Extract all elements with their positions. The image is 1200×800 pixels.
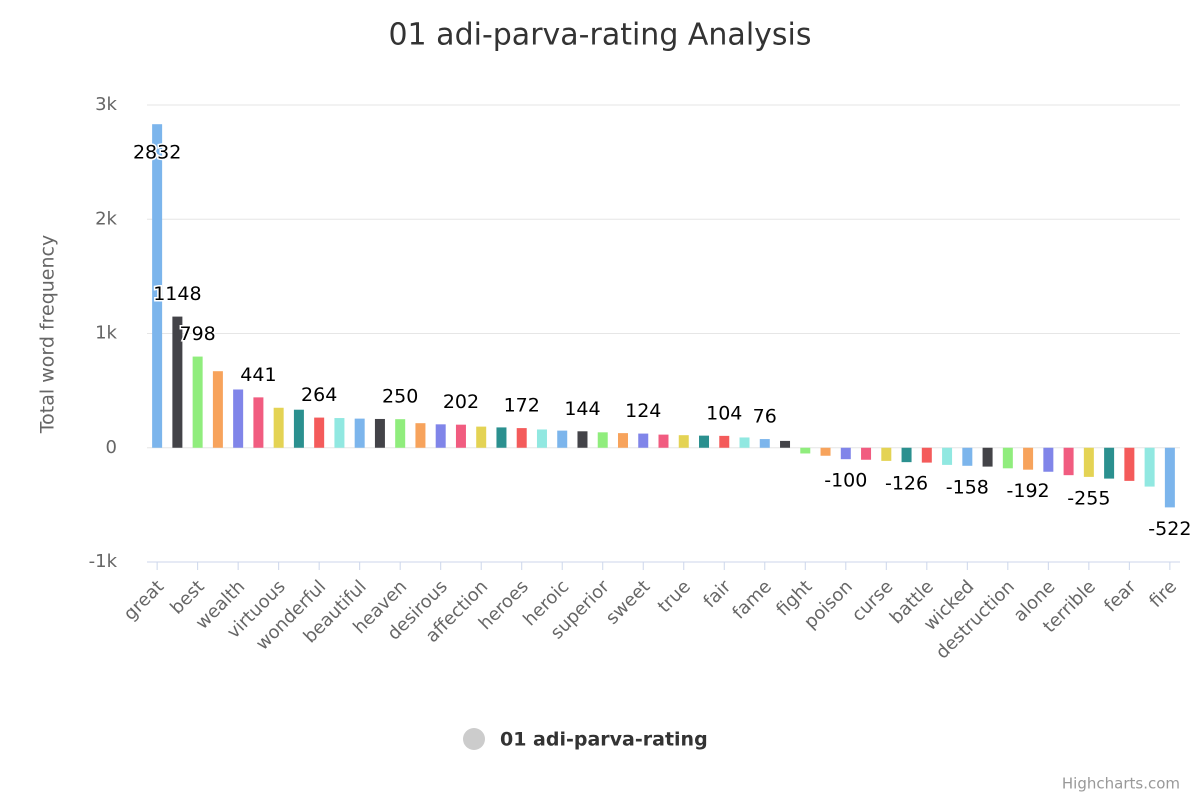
x-tick-label: fire (1145, 576, 1181, 612)
bar (212, 371, 223, 448)
x-tick-label: fame (728, 576, 775, 623)
bar (800, 447, 811, 454)
bar (1144, 447, 1155, 487)
bar (638, 433, 649, 448)
bar (840, 447, 851, 460)
data-label: -100 (824, 470, 867, 492)
bar (1164, 447, 1175, 508)
bar (577, 431, 588, 448)
x-tick-label: fear (1100, 576, 1141, 617)
credits[interactable]: Highcharts.com (1062, 775, 1180, 793)
bar (192, 356, 203, 448)
data-label: 144 (564, 398, 600, 420)
data-label: 202 (443, 391, 479, 413)
bar (921, 447, 932, 463)
bar (334, 418, 345, 448)
bar (172, 316, 183, 448)
bar (962, 447, 973, 466)
y-tick-label: 2k (95, 208, 117, 229)
bar (780, 440, 791, 448)
data-label: 1148 (153, 283, 201, 305)
y-tick-label: 3k (95, 94, 117, 115)
data-label: 798 (180, 323, 216, 345)
y-tick-label: 1k (95, 323, 117, 344)
bar (415, 423, 426, 448)
data-label: 104 (706, 402, 742, 424)
bar (253, 397, 264, 448)
bar (293, 409, 304, 448)
bar (314, 417, 325, 448)
bar (861, 447, 872, 460)
bar (617, 433, 628, 448)
data-label: 250 (382, 386, 418, 408)
data-label: 76 (753, 406, 777, 428)
bar (1043, 447, 1054, 472)
bar (597, 432, 608, 448)
data-label: 172 (504, 395, 540, 417)
x-tick-label: sweet (602, 576, 655, 629)
x-tick-label: true (654, 576, 695, 617)
legend-symbol[interactable] (463, 728, 485, 750)
y-tick-label: -1k (89, 551, 118, 572)
bar (1002, 447, 1013, 469)
data-label: -522 (1148, 518, 1191, 540)
bar (152, 124, 163, 448)
bar (233, 389, 244, 448)
data-label: -192 (1007, 480, 1050, 502)
bar (1104, 447, 1115, 479)
bar (354, 418, 365, 448)
bar (1023, 447, 1034, 470)
data-label: 441 (240, 364, 276, 386)
bar (476, 426, 487, 448)
bar (273, 407, 284, 448)
bar (942, 447, 953, 465)
bar (395, 419, 406, 448)
data-label: -255 (1067, 487, 1110, 509)
data-label: 264 (301, 384, 337, 406)
bar (658, 434, 669, 448)
data-label: -126 (885, 473, 928, 495)
legend-label[interactable]: 01 adi-parva-rating (500, 729, 708, 751)
bar (982, 447, 993, 467)
data-label: 124 (625, 400, 661, 422)
bar (435, 424, 446, 448)
bar (516, 428, 527, 448)
bar (455, 424, 466, 448)
bar (820, 447, 831, 456)
chart-title: 01 adi-parva-rating Analysis (388, 18, 811, 53)
bar (719, 435, 730, 448)
bar (374, 418, 385, 448)
x-tick-label: great (120, 576, 169, 625)
bar (496, 427, 507, 448)
bar (678, 435, 689, 448)
data-label: -158 (946, 476, 989, 498)
bar (1124, 447, 1135, 481)
data-label: 2832 (133, 142, 181, 164)
bar (557, 430, 568, 448)
bar (1083, 447, 1094, 477)
bar (699, 435, 710, 448)
bar (901, 447, 912, 463)
bar (1063, 447, 1074, 476)
bar (759, 439, 770, 448)
bar (536, 429, 547, 448)
bar (739, 437, 750, 448)
bar (881, 447, 892, 461)
y-tick-label: 0 (106, 437, 117, 458)
y-axis-title: Total word frequency (37, 235, 59, 434)
